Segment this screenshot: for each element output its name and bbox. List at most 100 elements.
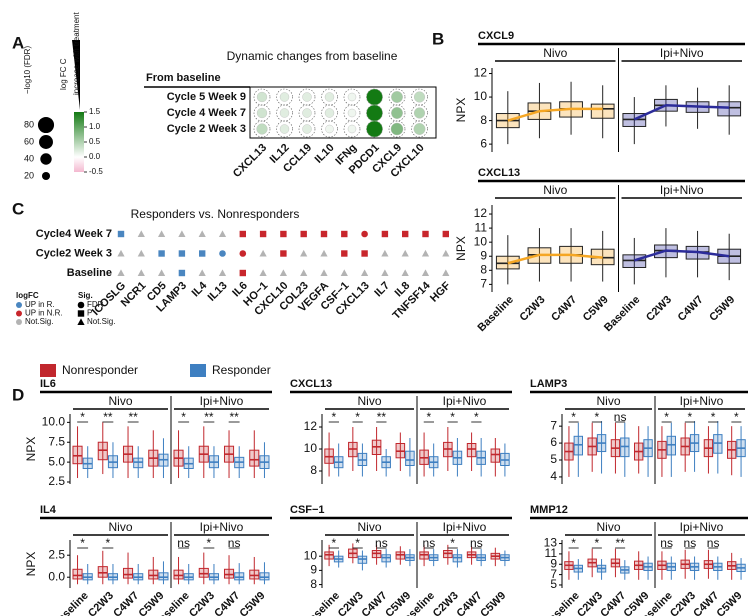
cell-marker <box>218 230 227 237</box>
y-tick-label: 8 <box>480 113 487 127</box>
dot <box>324 108 335 118</box>
cell-marker <box>158 230 166 237</box>
cell-marker <box>401 269 409 276</box>
x-tick-label: C5W9 <box>707 294 737 324</box>
box <box>173 569 184 580</box>
cell-marker <box>117 230 125 238</box>
box <box>97 566 108 578</box>
column-label: CXCL13 <box>231 142 269 180</box>
sig-label: ns <box>423 536 436 550</box>
box <box>717 101 742 117</box>
dot <box>366 104 383 122</box>
sig-label: ** <box>229 410 239 424</box>
chart-title: LAMP3 <box>530 378 567 390</box>
box <box>198 567 209 578</box>
y-axis-label: NPX <box>24 552 38 577</box>
dot <box>325 124 334 134</box>
dot <box>413 107 426 119</box>
sig-label: * <box>664 410 669 424</box>
sig-label: * <box>106 536 111 550</box>
chart-title: CXCL9 <box>478 30 514 42</box>
panel-label: C <box>12 199 24 218</box>
cell-outline <box>321 120 338 138</box>
y-tick-label: 12 <box>474 66 488 80</box>
cell-marker <box>442 230 449 238</box>
dot <box>366 120 383 138</box>
cell-marker <box>178 230 186 237</box>
dot <box>256 107 268 119</box>
cell-marker <box>218 269 227 276</box>
sig-label: ns <box>470 536 483 550</box>
y-tick-label: 7.5 <box>48 434 65 448</box>
cell-marker <box>198 269 206 276</box>
sig-label: * <box>595 410 600 424</box>
dot <box>302 124 312 134</box>
legend-label: Not.Sig. <box>25 317 53 326</box>
sig-label: * <box>355 536 360 550</box>
color-legend-title: increase with treatment <box>72 12 81 95</box>
cell-outline <box>388 120 406 138</box>
legend-swatch <box>16 319 22 325</box>
legend-label: Not.Sig. <box>87 317 115 326</box>
legend-label: Responder <box>212 363 271 377</box>
dot <box>279 92 290 102</box>
row-header: From baseline <box>146 72 221 84</box>
y-tick-label: 5 <box>550 452 557 466</box>
grid-frame <box>249 86 437 139</box>
y-tick-label: 10 <box>304 441 318 455</box>
cell-marker <box>280 250 287 257</box>
box <box>249 449 260 467</box>
cell-outline <box>298 120 316 138</box>
cell-marker <box>239 250 247 257</box>
cell-marker <box>239 230 246 238</box>
size-legend-title: −log10 (FDR) <box>23 46 32 95</box>
cell-marker <box>300 249 308 257</box>
sig-label: ** <box>103 410 113 424</box>
cell-marker <box>320 269 328 276</box>
legend-label: UP in R. <box>25 300 55 309</box>
legend-label: FDR <box>87 300 104 309</box>
box <box>405 450 415 467</box>
group-label: Nivo <box>108 520 132 534</box>
sig-label: ** <box>204 410 214 424</box>
box <box>573 435 583 456</box>
box <box>223 568 235 579</box>
box <box>490 448 501 463</box>
sig-label: ** <box>615 536 625 550</box>
chart-title: CSF−1 <box>290 504 325 516</box>
color-tick-label: 0.5 <box>89 137 101 146</box>
y-tick-label: 9 <box>550 556 557 570</box>
dot <box>302 108 312 118</box>
group-label: Ipi+Nivo <box>660 183 704 197</box>
color-bar <box>74 112 84 172</box>
cell-marker <box>381 249 389 257</box>
cell-marker <box>117 269 125 276</box>
legend-swatch <box>16 310 22 317</box>
box <box>620 437 630 458</box>
box <box>234 572 245 581</box>
y-tick-label: 2.5 <box>48 547 65 561</box>
cell-marker <box>239 269 246 277</box>
cell-marker <box>442 249 450 257</box>
cell-marker <box>259 230 267 238</box>
group-label: Ipi+Nivo <box>660 46 704 60</box>
cell-marker <box>158 269 166 276</box>
y-tick-label: 11 <box>475 220 488 234</box>
legend-swatch <box>77 310 85 317</box>
y-axis-label: NPX <box>454 236 468 261</box>
group-label: Nivo <box>108 394 132 408</box>
x-tick-label: C5W9 <box>714 590 744 616</box>
dot <box>413 91 426 103</box>
legend-label: P <box>87 309 92 318</box>
sig-label: ns <box>660 536 673 550</box>
cell-marker <box>137 249 145 257</box>
size-legend-dot <box>41 171 51 181</box>
legend-swatch <box>77 301 85 309</box>
group-label: Nivo <box>596 394 620 408</box>
group-label: Ipi+Nivo <box>443 520 487 534</box>
dot <box>391 107 403 119</box>
panel-label: A <box>12 33 24 52</box>
sig-label: * <box>427 410 432 424</box>
legend-swatch <box>40 364 56 377</box>
